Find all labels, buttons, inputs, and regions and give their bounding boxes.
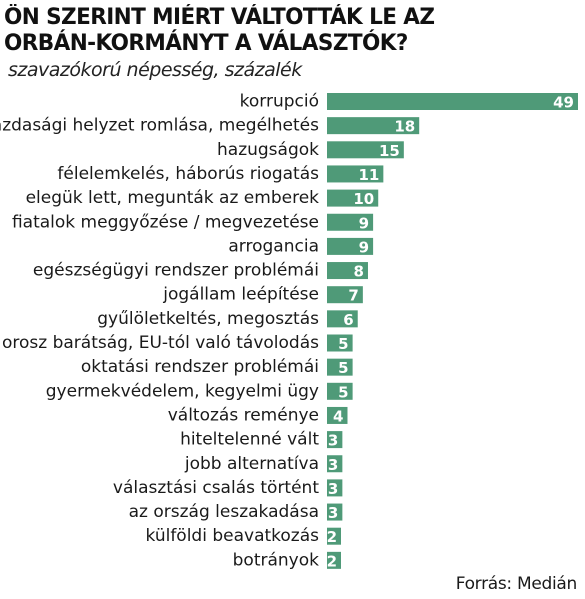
- value-label: 5: [338, 383, 348, 401]
- bar: [327, 165, 384, 183]
- bar: [327, 551, 341, 569]
- value-label: 7: [348, 287, 358, 305]
- chart-title-line-2: ORBÁN-KORMÁNYT A VÁLASZTÓK?: [4, 31, 408, 56]
- bar: [327, 334, 353, 352]
- value-label: 2: [327, 528, 337, 546]
- category-label: az ország leszakadása: [129, 502, 319, 522]
- value-label: 5: [338, 335, 348, 353]
- bar: [327, 382, 353, 400]
- category-label: gyűlöletkeltés, megosztás: [97, 309, 319, 329]
- category-label: változás reménye: [168, 405, 319, 425]
- value-label: 15: [379, 142, 400, 160]
- value-label: 6: [343, 311, 353, 329]
- bar: [327, 310, 358, 328]
- chart-title-line-1: ÖN SZERINT MIÉRT VÁLTOTTÁK LE AZ: [4, 5, 435, 30]
- category-label: egészségügyi rendszer problémái: [33, 261, 319, 281]
- value-label: 11: [358, 166, 379, 184]
- bar: [327, 189, 379, 207]
- bar: [327, 527, 341, 545]
- value-label: 3: [328, 504, 338, 522]
- value-label: 5: [338, 359, 348, 377]
- category-label: hiteltelenné vált: [180, 430, 319, 450]
- value-label: 18: [394, 118, 415, 136]
- bar: [327, 213, 374, 231]
- bar: [327, 117, 420, 135]
- category-label: botrányok: [233, 550, 320, 570]
- category-label: jogállam leépítése: [162, 285, 319, 305]
- bar: [327, 358, 353, 376]
- category-label: gyermekvédelem, kegyelmi ügy: [46, 381, 319, 401]
- value-label: 9: [359, 238, 369, 256]
- bar: [327, 455, 343, 473]
- source-note: Forrás: Medián: [455, 574, 578, 594]
- category-label: oktatási rendszer problémái: [81, 357, 319, 377]
- bar: [327, 262, 368, 280]
- bar: [327, 286, 363, 304]
- value-label: 9: [359, 214, 369, 232]
- category-label: jobb alternatíva: [184, 454, 319, 474]
- bar: [327, 431, 343, 449]
- bar: [327, 479, 343, 497]
- value-label: 3: [328, 432, 338, 450]
- category-label: korrupció: [240, 92, 319, 112]
- value-label: 2: [327, 552, 337, 570]
- category-label: orosz barátság, EU-tól való távolodás: [2, 333, 319, 353]
- category-label: gazdasági helyzet romlása, megélhetés: [0, 116, 319, 136]
- category-label: félelemkelés, háborús riogatás: [57, 164, 319, 184]
- value-label: 49: [553, 94, 574, 112]
- category-label: választási csalás történt: [113, 478, 319, 498]
- category-label: elegük lett, megunták az emberek: [26, 188, 320, 208]
- chart-title: ÖN SZERINT MIÉRT VÁLTOTTÁK LE AZ ORBÁN-K…: [4, 5, 568, 57]
- value-label: 10: [353, 190, 374, 208]
- category-label: hazugságok: [217, 140, 319, 160]
- value-label: 4: [333, 407, 343, 425]
- chart-subtitle: szavazókorú népesség, százalék: [8, 59, 302, 81]
- bar: [327, 503, 343, 521]
- category-label: külföldi beavatkozás: [146, 526, 320, 546]
- value-label: 3: [328, 480, 338, 498]
- category-label: fiatalok meggyőzése / megvezetése: [12, 212, 319, 232]
- bar: [327, 141, 404, 159]
- bar: [327, 406, 348, 424]
- value-label: 3: [328, 456, 338, 474]
- bar: [327, 93, 578, 110]
- value-label: 8: [354, 263, 364, 281]
- category-label: arrogancia: [228, 236, 319, 256]
- bar: [327, 237, 374, 255]
